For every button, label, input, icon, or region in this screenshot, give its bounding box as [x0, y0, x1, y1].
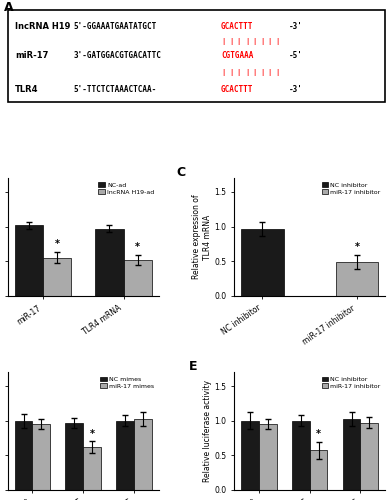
Text: *: *	[89, 428, 95, 438]
Bar	[134, 420, 152, 490]
Text: A: A	[4, 1, 14, 14]
FancyBboxPatch shape	[8, 10, 385, 102]
Bar	[15, 420, 32, 490]
Text: *: *	[54, 240, 60, 250]
Text: |: |	[268, 38, 272, 44]
Bar	[241, 420, 259, 490]
Bar	[336, 262, 378, 296]
Legend: NC-ad, lncRNA H19-ad: NC-ad, lncRNA H19-ad	[97, 181, 156, 196]
Legend: NC inhibitor, miR-17 inhibitor: NC inhibitor, miR-17 inhibitor	[321, 181, 382, 196]
Text: CGTGAAA: CGTGAAA	[221, 52, 253, 60]
Text: 5'-TTCTCTAAACTCAA-: 5'-TTCTCTAAACTCAA-	[74, 85, 157, 94]
Bar	[65, 423, 83, 490]
Y-axis label: Relative luciferase activity: Relative luciferase activity	[203, 380, 212, 482]
Bar	[343, 420, 361, 490]
Text: miR-17: miR-17	[15, 52, 49, 60]
Bar	[32, 424, 50, 490]
Legend: NC mimes, miR-17 mimes: NC mimes, miR-17 mimes	[99, 376, 156, 390]
Text: |: |	[237, 38, 241, 44]
Bar	[310, 450, 328, 490]
Text: -3': -3'	[289, 85, 303, 94]
Bar	[241, 228, 284, 296]
Bar	[361, 423, 378, 490]
Text: E: E	[189, 360, 197, 374]
Text: GCACTTT: GCACTTT	[221, 22, 253, 31]
Text: |: |	[245, 70, 249, 76]
Bar	[83, 447, 101, 490]
Text: |: |	[252, 38, 257, 44]
Text: TLR4: TLR4	[15, 85, 39, 94]
Bar	[43, 258, 71, 296]
Text: 5'-GGAAATGAATATGCT: 5'-GGAAATGAATATGCT	[74, 22, 157, 31]
Bar	[292, 420, 310, 490]
Text: |: |	[221, 38, 226, 44]
Text: |: |	[260, 70, 264, 76]
Text: |: |	[229, 70, 233, 76]
Text: *: *	[135, 242, 140, 252]
Bar	[116, 420, 134, 490]
Text: |: |	[268, 70, 272, 76]
Legend: NC inhibitor, miR-17 inhibitor: NC inhibitor, miR-17 inhibitor	[321, 376, 382, 390]
Text: *: *	[354, 242, 359, 252]
Text: -3': -3'	[289, 22, 303, 31]
Bar	[124, 260, 152, 296]
Text: -5': -5'	[289, 52, 303, 60]
Text: |: |	[237, 70, 241, 76]
Text: |: |	[260, 38, 264, 44]
Text: |: |	[245, 38, 249, 44]
Text: |: |	[275, 38, 279, 44]
Text: *: *	[316, 430, 321, 440]
Bar	[15, 225, 43, 296]
Text: |: |	[221, 70, 226, 76]
Text: |: |	[252, 70, 257, 76]
Text: C: C	[177, 166, 186, 179]
Text: GCACTTT: GCACTTT	[221, 85, 253, 94]
Y-axis label: Relative expression of
TLR4 mRNA: Relative expression of TLR4 mRNA	[192, 194, 212, 279]
Text: 3'-GATGGACGTGACATTC: 3'-GATGGACGTGACATTC	[74, 52, 162, 60]
Text: |: |	[229, 38, 233, 44]
Text: |: |	[275, 70, 279, 76]
Bar	[259, 424, 277, 490]
Text: lncRNA H19: lncRNA H19	[15, 22, 71, 31]
Bar	[95, 228, 124, 296]
